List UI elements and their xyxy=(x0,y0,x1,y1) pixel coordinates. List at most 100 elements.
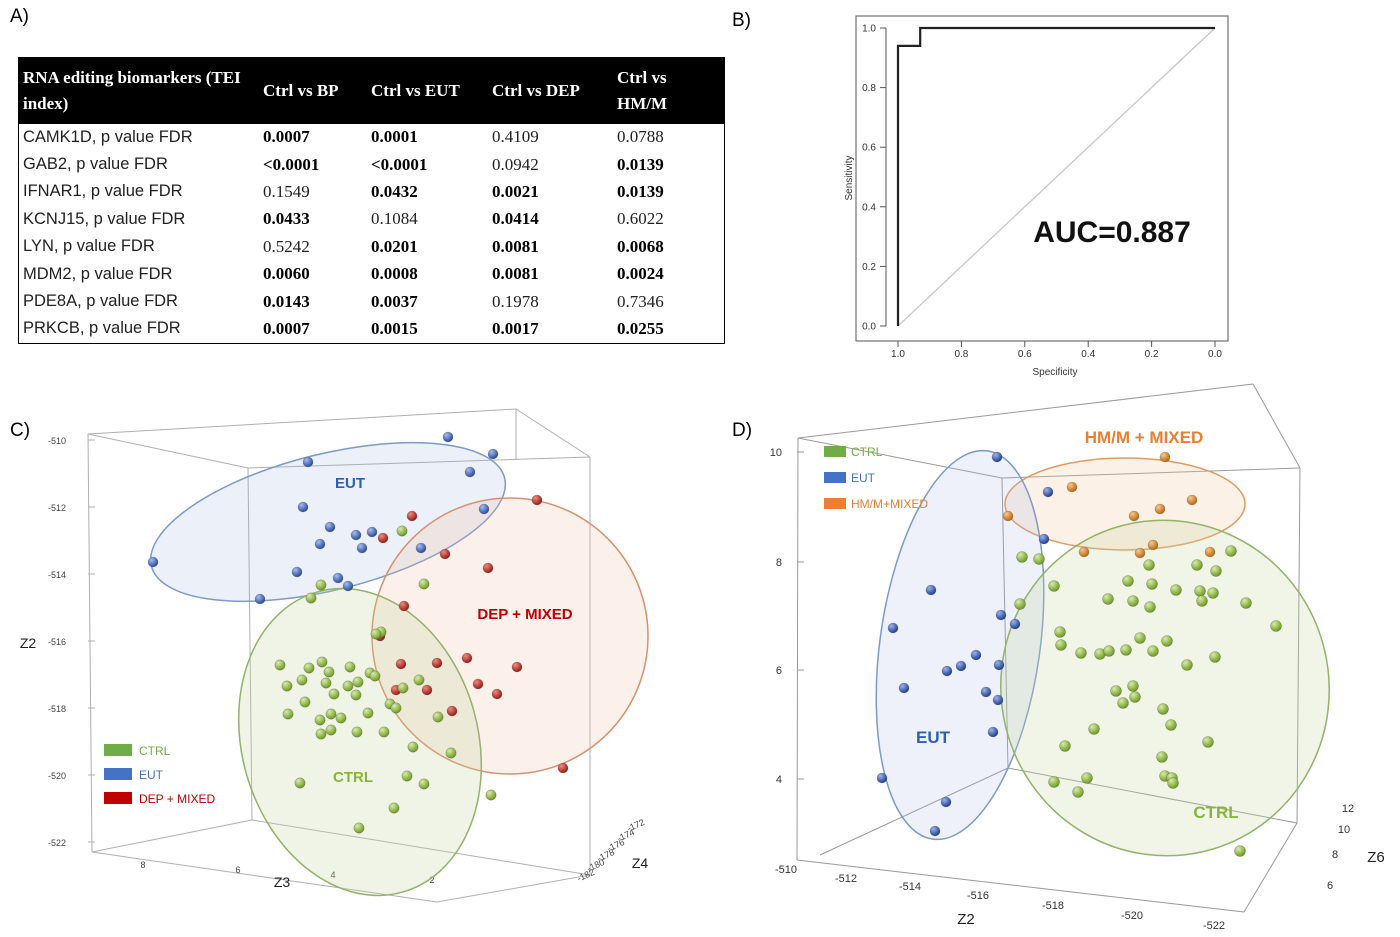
group-label-ctrl: CTRL xyxy=(333,769,373,786)
data-point-ctrl xyxy=(1202,736,1214,748)
data-point-ctrl xyxy=(315,728,327,740)
table-cell-value: 0.0143 xyxy=(263,291,310,311)
box-edge xyxy=(797,437,1003,479)
table-cell-value: 0.0037 xyxy=(371,291,418,311)
data-point-ctrl xyxy=(325,724,337,736)
data-point-dep-mixed xyxy=(557,762,569,774)
box-edge xyxy=(1252,383,1301,469)
table-cell-value: 0.0432 xyxy=(371,181,418,201)
table-row: IFNAR1, p value FDR 0.1549 0.0432 0.0021 0.0… xyxy=(19,178,725,205)
data-point-eut xyxy=(992,694,1004,706)
data-point-hmm-mixed xyxy=(1154,503,1166,515)
data-point-ctrl xyxy=(328,688,340,700)
table-body: CAMK1D, p value FDR 0.0007 0.0001 0.4109 0.0… xyxy=(19,124,725,344)
table-cell-value: 0.0433 xyxy=(263,209,310,229)
data-point-dep-mixed xyxy=(395,658,407,670)
data-point-dep-mixed xyxy=(406,510,418,522)
table-cell-value: 0.0201 xyxy=(371,236,418,256)
data-point-ctrl xyxy=(351,726,363,738)
data-point-ctrl xyxy=(1081,772,1093,784)
data-point-ctrl xyxy=(315,579,327,591)
data-point-hmm-mixed xyxy=(1066,481,1078,493)
table-cell-value: 0.0942 xyxy=(492,154,539,174)
data-point-eut xyxy=(332,572,344,584)
data-point-eut xyxy=(291,566,303,578)
data-point-dep-mixed xyxy=(531,494,543,506)
z2-tick-label: -518 xyxy=(1042,900,1064,912)
data-point-ctrl xyxy=(1144,601,1156,613)
box-edge xyxy=(796,437,799,861)
data-point-ctrl xyxy=(1194,585,1206,597)
data-point-hmm-mixed xyxy=(1128,510,1140,522)
table-cell-value: 0.1549 xyxy=(263,181,310,201)
table-cell-value: <0.0001 xyxy=(371,154,428,174)
data-point-eut xyxy=(324,521,336,533)
row-label: LYN, p value FDR xyxy=(23,237,155,256)
data-point-ctrl xyxy=(350,689,362,701)
data-point-ctrl xyxy=(1134,632,1146,644)
z4-tick-label: -182 xyxy=(575,867,596,884)
row-label: IFNAR1, p value FDR xyxy=(23,182,183,201)
legend-label: EUT xyxy=(139,768,164,782)
data-point-ctrl xyxy=(396,525,408,537)
table-cell-value: 0.1978 xyxy=(492,291,539,311)
data-point-ctrl xyxy=(1048,580,1060,592)
panel-b-label: B) xyxy=(732,10,751,31)
data-point-hmm-mixed xyxy=(1078,546,1090,558)
data-point-ctrl xyxy=(294,777,306,789)
x-tick-label: 0.2 xyxy=(1145,349,1159,360)
data-point-ctrl xyxy=(418,578,430,590)
data-point-ctrl xyxy=(1120,644,1132,656)
data-point-ctrl xyxy=(388,802,400,814)
row-label: CAMK1D, p value FDR xyxy=(23,127,193,146)
data-point-eut xyxy=(366,526,378,538)
data-point-ctrl xyxy=(1110,685,1122,697)
data-point-dep-mixed xyxy=(398,600,410,612)
y-tick-label: 0.0 xyxy=(862,322,876,333)
z5-tick-label: 6 xyxy=(776,665,782,677)
data-point-eut xyxy=(297,501,309,513)
data-point-ctrl xyxy=(1048,776,1060,788)
data-point-hmm-mixed xyxy=(1147,539,1159,551)
scatter-3d-chart-c: -510-512-514-516-518-520-522Z28642Z3-172… xyxy=(20,408,649,903)
legend-label: CTRL xyxy=(139,744,171,758)
x-tick-label: 0.8 xyxy=(954,349,968,360)
table-row: KCNJ15, p value FDR 0.0433 0.1084 0.0414 0.6… xyxy=(19,206,725,233)
data-point-eut xyxy=(991,451,1003,463)
data-point-eut xyxy=(995,609,1007,621)
data-point-eut xyxy=(1042,486,1054,498)
table-header-biomarker: RNA editing biomarkers (TEI index) xyxy=(23,67,241,113)
ellipse-hmm-mixed xyxy=(1004,457,1246,551)
data-point-eut xyxy=(1009,618,1021,630)
data-point-hmm-mixed xyxy=(1134,547,1146,559)
box-edge xyxy=(1296,467,1301,824)
z2-tick-label: -522 xyxy=(48,838,66,848)
data-point-eut xyxy=(415,542,427,554)
roc-chart: 0.0 0.2 0.4 0.6 0.8 1.0 1.0 0.8 0.6 0.4 0.2 0.0 Spec… xyxy=(844,15,1229,378)
box-edge xyxy=(1001,477,1009,769)
data-point-ctrl xyxy=(401,770,413,782)
z2-tick-label: -510 xyxy=(775,864,797,876)
y-tick-label: 0.6 xyxy=(862,143,876,154)
table-row: LYN, p value FDR 0.5242 0.0201 0.0081 0.0068 xyxy=(19,233,725,260)
data-point-eut xyxy=(941,665,953,677)
data-point-ctrl xyxy=(352,676,364,688)
data-point-eut xyxy=(898,682,910,694)
data-point-ctrl xyxy=(413,674,425,686)
data-point-ctrl xyxy=(378,726,390,738)
data-point-ctrl xyxy=(325,708,337,720)
legend-swatch xyxy=(104,792,132,804)
table-cell-value: 0.0255 xyxy=(617,318,664,338)
data-point-eut xyxy=(876,772,888,784)
group-label-ctrl: CTRL xyxy=(1193,803,1238,822)
panel-a-label: A) xyxy=(10,6,29,27)
table-header-ctrl-vs-eut: Ctrl vs EUT xyxy=(371,80,460,100)
row-label: MDM2, p value FDR xyxy=(23,264,173,283)
data-point-hmm-mixed xyxy=(1002,510,1014,522)
table-cell-value: 0.5242 xyxy=(263,236,310,256)
data-point-ctrl xyxy=(1270,620,1282,632)
data-point-ctrl xyxy=(1196,595,1208,607)
y-tick-label: 0.2 xyxy=(862,262,876,273)
box-edge xyxy=(87,408,517,435)
data-point-dep-mixed xyxy=(491,688,503,700)
